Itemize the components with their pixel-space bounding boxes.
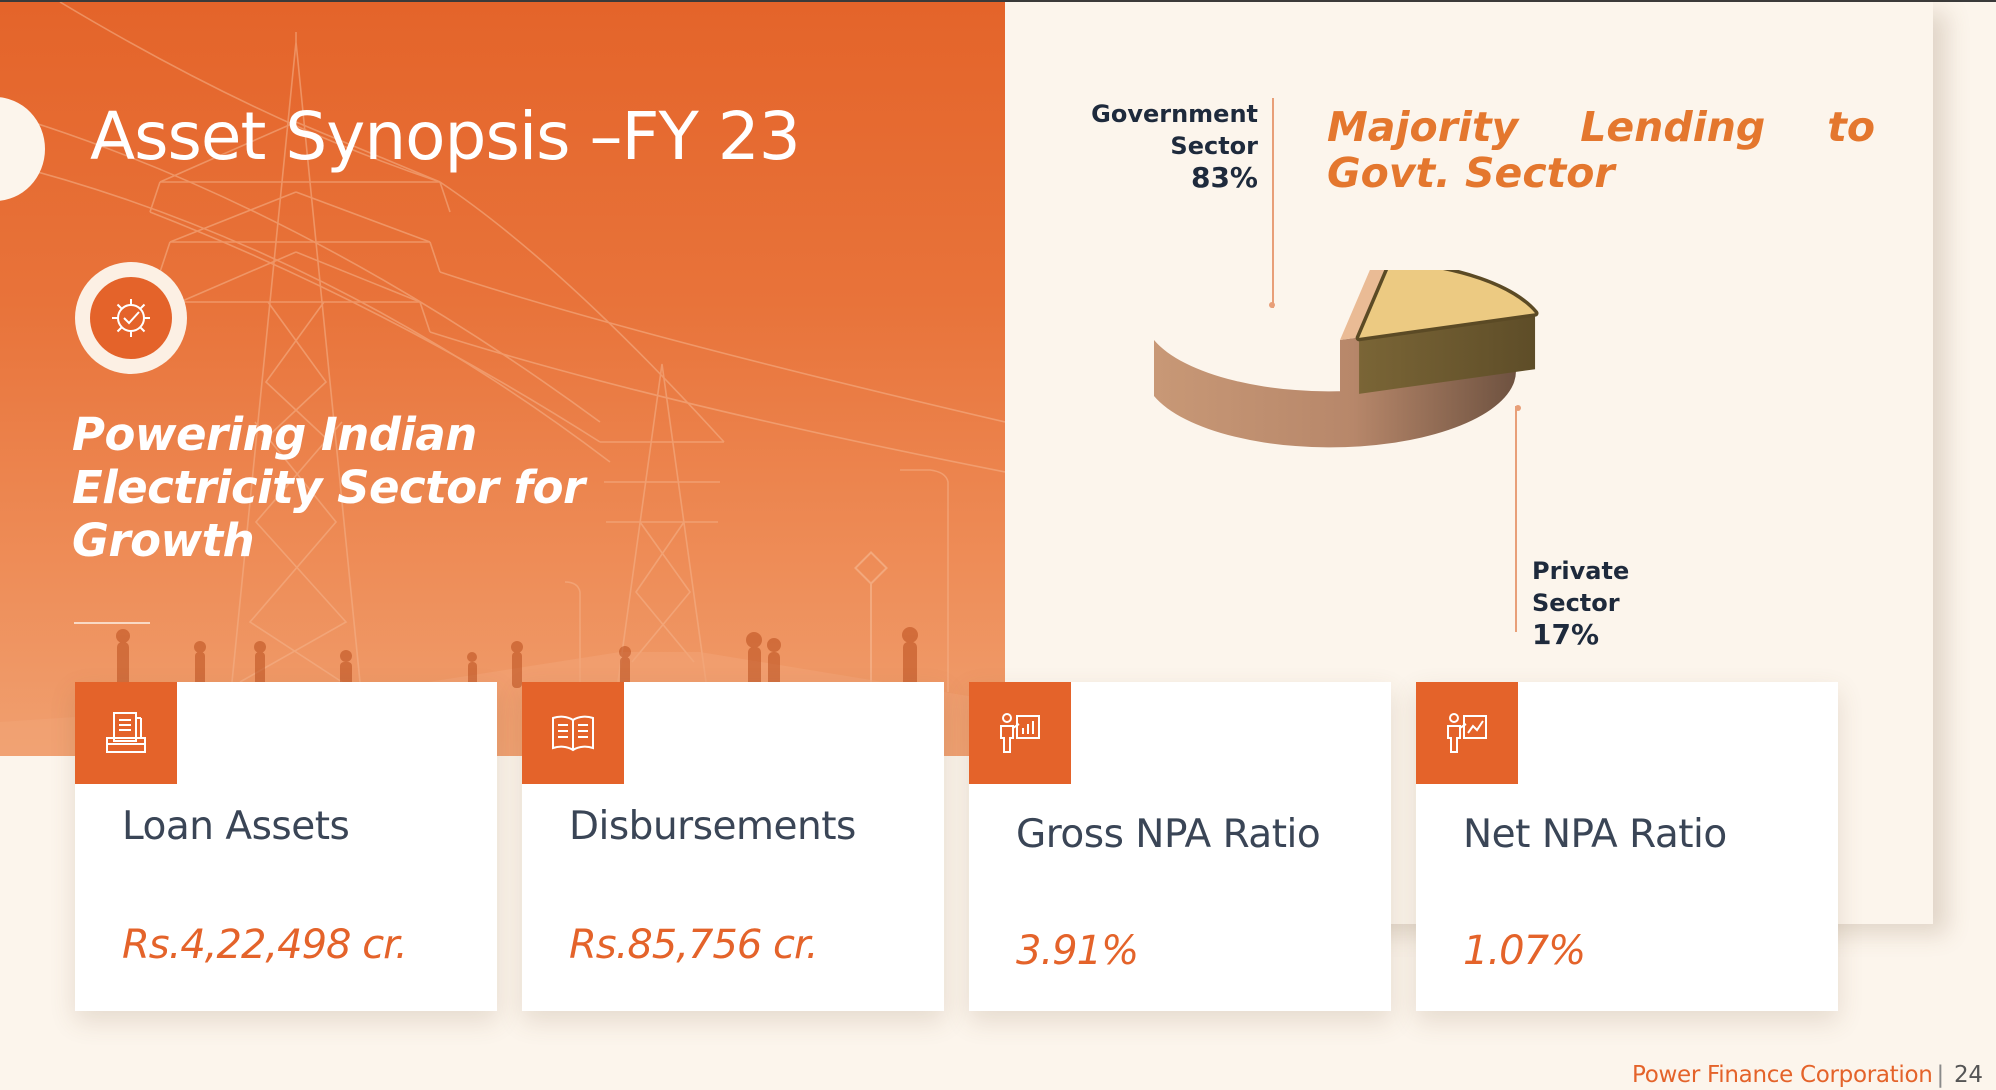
open-book-icon bbox=[522, 682, 624, 784]
divider bbox=[74, 622, 150, 624]
pie-slice-private-face bbox=[1359, 270, 1536, 338]
card-value: 1.07% bbox=[1463, 928, 1586, 974]
gear-check-icon bbox=[90, 277, 172, 359]
card-value: 3.91% bbox=[1016, 928, 1139, 974]
headline: Majority Lending to Govt. Sector bbox=[1327, 103, 1875, 197]
card-gross-npa: Gross NPA Ratio 3.91% bbox=[969, 682, 1391, 1011]
card-label: Net NPA Ratio bbox=[1463, 812, 1727, 857]
pie-label-private-line2: Sector bbox=[1532, 589, 1620, 617]
presenter-chart-icon bbox=[969, 682, 1071, 784]
pie-chart bbox=[1154, 270, 1539, 448]
pie-label-government-line2: Sector bbox=[1170, 132, 1258, 160]
pie-label-private-line1: Private bbox=[1532, 557, 1630, 585]
leader-line-government bbox=[1272, 98, 1274, 308]
pie-marker-private bbox=[1515, 405, 1521, 411]
card-value: Rs.4,22,498 cr. bbox=[122, 922, 408, 968]
slide-title: Asset Synopsis –FY 23 bbox=[90, 98, 801, 175]
card-disbursements: Disbursements Rs.85,756 cr. bbox=[522, 682, 944, 1011]
tagline: Powering Indian Electricity Sector for G… bbox=[72, 408, 585, 567]
pie-label-private: Private Sector 17% bbox=[1532, 555, 1629, 651]
leader-line-private bbox=[1515, 406, 1517, 632]
card-label: Loan Assets bbox=[122, 804, 350, 849]
footer: Power Finance Corporation | 24 bbox=[1632, 1062, 1983, 1088]
pie-label-private-pct: 17% bbox=[1532, 618, 1600, 651]
card-net-npa: Net NPA Ratio 1.07% bbox=[1416, 682, 1838, 1011]
gear-badge bbox=[75, 262, 187, 374]
pie-label-government-line1: Government bbox=[1091, 100, 1258, 128]
pie-marker-government bbox=[1269, 302, 1275, 308]
top-border bbox=[0, 0, 1996, 2]
pie-label-government: Government Sector 83% bbox=[1080, 98, 1258, 194]
pie-label-government-pct: 83% bbox=[1190, 161, 1258, 194]
footer-company: Power Finance Corporation bbox=[1632, 1062, 1933, 1088]
presenter-trend-icon bbox=[1416, 682, 1518, 784]
documents-icon bbox=[75, 682, 177, 784]
card-label: Gross NPA Ratio bbox=[1016, 812, 1321, 857]
card-loan-assets: Loan Assets Rs.4,22,498 cr. bbox=[75, 682, 497, 1011]
footer-separator: | bbox=[1936, 1062, 1945, 1088]
card-label: Disbursements bbox=[569, 804, 856, 849]
page-number: 24 bbox=[1953, 1062, 1983, 1088]
card-value: Rs.85,756 cr. bbox=[569, 922, 819, 968]
